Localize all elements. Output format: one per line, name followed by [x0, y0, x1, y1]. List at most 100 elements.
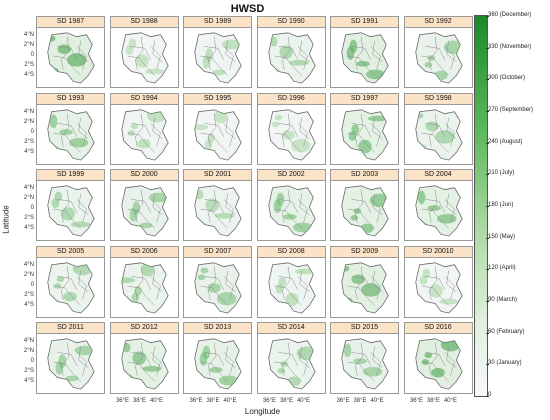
- county-boundary: [225, 40, 236, 63]
- snow-duration-patch: [72, 262, 93, 275]
- county-boundary: [274, 55, 302, 76]
- county-boundary: [151, 270, 163, 292]
- snow-duration-patch: [365, 69, 386, 80]
- snow-duration-patch: [292, 222, 312, 233]
- colorbar-tick-label: 30 (January): [488, 360, 522, 367]
- snow-duration-patch: [47, 35, 56, 42]
- colorbar-tick-label: 0: [488, 392, 492, 398]
- snow-duration-patch: [434, 129, 454, 144]
- county-boundary: [274, 361, 302, 382]
- snow-duration-patch: [212, 69, 226, 76]
- county-boundary: [127, 208, 155, 229]
- kenya-map: [194, 338, 242, 390]
- lat-tick-label: 4°N: [23, 185, 34, 191]
- kenya-map: [47, 185, 95, 237]
- county-boundary: [445, 117, 457, 139]
- snow-duration-patch: [204, 139, 213, 149]
- kenya-map: [341, 261, 389, 314]
- county-boundary: [445, 193, 457, 216]
- panel-label: SD 2011: [37, 323, 104, 334]
- county-boundary: [57, 122, 78, 137]
- county-boundary: [347, 132, 375, 153]
- panel-label: SD 2006: [110, 246, 178, 258]
- snow-duration-patch: [207, 282, 221, 293]
- snow-duration-patch: [351, 123, 360, 134]
- panel-label: SD 1995: [184, 93, 251, 105]
- kenya-map: [267, 261, 316, 314]
- snow-duration-patch: [417, 190, 425, 205]
- snow-duration-patch: [277, 276, 286, 287]
- kenya-map: [194, 185, 242, 237]
- lon-tick-label: 38°E: [132, 398, 147, 404]
- county-boundary: [370, 46, 381, 70]
- map-panel: SD 2012: [109, 322, 179, 394]
- kenya-map: [47, 261, 95, 314]
- colorbar-tick-label: 360 (December): [488, 12, 532, 18]
- county-boundary: [297, 275, 308, 300]
- county-boundary: [134, 266, 143, 300]
- county-boundary: [444, 352, 455, 376]
- county-boundary: [298, 40, 310, 63]
- county-boundary: [298, 193, 310, 216]
- colorbar-tick-label: 120 (April): [488, 265, 516, 272]
- county-boundary: [428, 113, 437, 147]
- snow-duration-patch: [353, 208, 362, 214]
- county-boundary: [208, 36, 217, 70]
- kenya-map: [414, 185, 463, 237]
- county-boundary: [351, 46, 372, 61]
- lat-tick-label: 0: [30, 128, 34, 135]
- map-panel: SD 1999: [36, 169, 105, 241]
- snow-duration-patch: [350, 214, 359, 221]
- lat-tick-label: 4°N: [23, 108, 34, 115]
- county-boundary: [200, 285, 228, 306]
- lat-tick-label: 0: [30, 358, 34, 364]
- county-boundary: [78, 346, 89, 369]
- kenya-map: [47, 108, 95, 161]
- kenya-map: [414, 261, 463, 314]
- snow-duration-patch: [443, 40, 462, 55]
- county-boundary: [208, 266, 217, 300]
- county-boundary: [355, 266, 364, 300]
- country-outline: [194, 108, 242, 161]
- county-boundary: [274, 285, 302, 306]
- lon-tick-label: 40°E: [443, 398, 458, 404]
- colorbar-tick-mark: [486, 16, 489, 17]
- county-boundary: [225, 117, 236, 139]
- lat-tick-label: 0: [30, 52, 34, 58]
- county-boundary: [347, 361, 375, 382]
- county-boundary: [200, 55, 228, 76]
- panel-label: SD 1989: [184, 17, 251, 28]
- lat-tick-label: 4°N: [23, 338, 34, 344]
- colorbar-tick-mark: [486, 396, 489, 397]
- lat-tick-label: 4°S: [24, 148, 34, 155]
- county-boundary: [134, 36, 143, 70]
- snow-duration-patch: [279, 361, 288, 367]
- map-panel: SD 1998: [403, 92, 473, 165]
- panel-label: SD 1993: [37, 93, 104, 105]
- country-outline: [120, 32, 169, 84]
- snow-duration-patch: [202, 55, 211, 69]
- lat-tick-label: 2°S: [24, 62, 34, 68]
- lat-tick-label: 4°S: [24, 301, 34, 308]
- map-panel: SD 1996: [256, 92, 326, 165]
- county-boundary: [225, 193, 236, 216]
- lat-tick-label: 2°N: [23, 195, 34, 201]
- kenya-map: [341, 185, 389, 237]
- snow-duration-patch: [53, 282, 62, 289]
- snow-duration-patch: [63, 291, 77, 302]
- colorbar-tick-label: 150 (May): [488, 233, 516, 240]
- county-boundary: [127, 285, 155, 306]
- snow-duration-patch: [423, 61, 432, 68]
- panel-label: SD 2009: [331, 246, 398, 258]
- county-boundary: [370, 199, 381, 223]
- panel-label: SD 2000: [110, 170, 178, 181]
- lat-tick-label: 4°S: [24, 378, 34, 384]
- map-panel: SD 1987: [36, 16, 105, 88]
- snow-duration-patch: [52, 146, 61, 160]
- county-boundary: [200, 361, 228, 382]
- colorbar-tick-mark: [486, 332, 489, 334]
- county-boundary: [444, 122, 455, 147]
- snow-duration-patch: [294, 268, 314, 274]
- map-panel: SD 20010: [403, 245, 473, 318]
- snow-duration-patch: [418, 144, 426, 150]
